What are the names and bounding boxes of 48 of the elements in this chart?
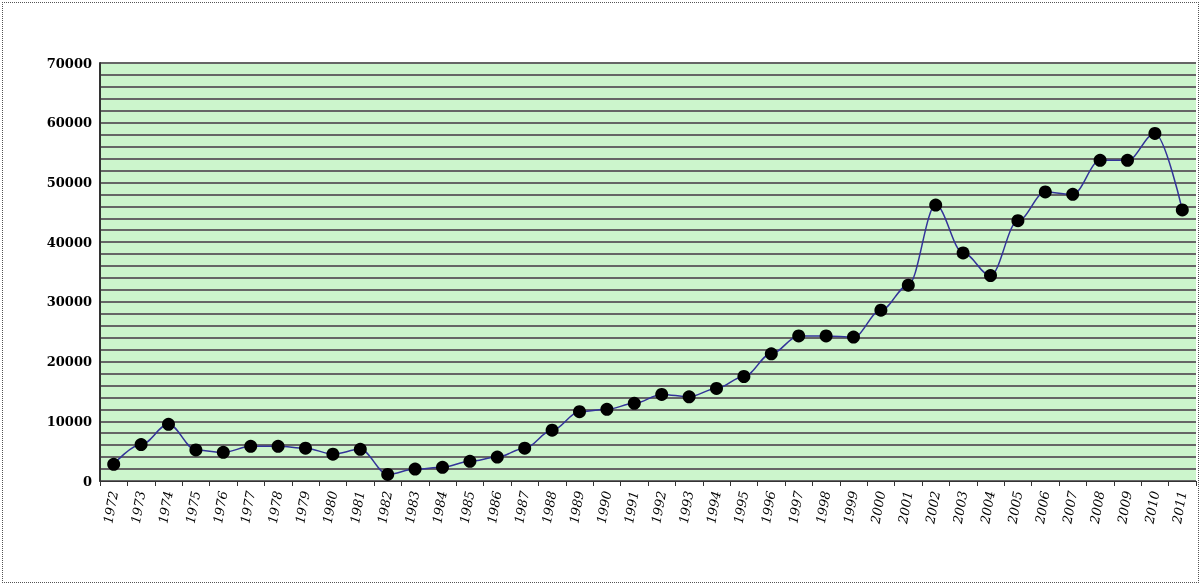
y-tick-label: 60000: [46, 115, 92, 131]
x-tick-label: 1981: [347, 489, 368, 525]
x-tick-label: 1986: [484, 489, 505, 525]
x-tick-label: 1984: [429, 489, 450, 525]
x-tick-label: 2008: [1086, 489, 1108, 526]
x-tick-label: 1998: [812, 489, 834, 525]
y-tick-label: 30000: [46, 294, 92, 310]
x-tick-label: 1992: [648, 489, 670, 525]
y-tick-label: 10000: [46, 413, 92, 429]
x-tick-label: 1982: [374, 489, 396, 525]
x-tick-label: 1980: [319, 489, 341, 525]
x-tick-label: 2011: [1168, 489, 1190, 526]
y-tick-label: 40000: [46, 234, 92, 250]
x-tick-label: 1985: [456, 489, 478, 525]
x-tick-label: 1990: [593, 489, 615, 525]
x-tick-label: 1976: [210, 489, 231, 525]
x-tick-label: 2003: [949, 489, 971, 526]
x-tick-label: 2005: [1004, 489, 1026, 526]
x-tick-label: 2002: [922, 489, 944, 526]
x-tick-label: 1979: [292, 489, 313, 525]
y-tick-label: 50000: [46, 174, 92, 190]
x-tick-label: 1995: [730, 489, 752, 525]
x-tick-label: 2000: [867, 489, 889, 526]
x-tick-label: 1973: [127, 489, 149, 525]
x-tick-label: 1989: [566, 489, 587, 525]
x-tick-label: 1993: [675, 489, 697, 525]
x-tick-label: 1978: [264, 489, 286, 525]
x-tick-label: 2007: [1059, 488, 1081, 526]
x-tick-label: 1991: [621, 489, 642, 525]
x-tick-label: 1972: [100, 489, 122, 525]
x-tick-label: 1999: [840, 489, 861, 525]
x-tick-label: 2006: [1031, 489, 1053, 526]
x-tick-label: 1975: [182, 489, 204, 525]
y-tick-label: 70000: [46, 55, 92, 71]
x-tick-label: 2004: [977, 489, 998, 526]
x-tick-label: 2010: [1141, 489, 1163, 526]
x-tick-label: 2009: [1114, 489, 1135, 526]
x-tick-label: 1994: [703, 489, 724, 525]
x-tick-label: 1996: [758, 489, 779, 525]
x-tick-label: 2001: [894, 489, 916, 526]
y-tick-label: 0: [82, 473, 92, 489]
x-tick-label: 1977: [237, 488, 259, 525]
x-tick-label: 1974: [155, 489, 176, 525]
x-tick-label: 1997: [785, 488, 807, 525]
x-tick-label: 1988: [538, 489, 560, 525]
x-tick-label: 1987: [511, 488, 533, 525]
y-tick-label: 20000: [46, 354, 92, 370]
x-tick-label: 1983: [401, 489, 423, 525]
